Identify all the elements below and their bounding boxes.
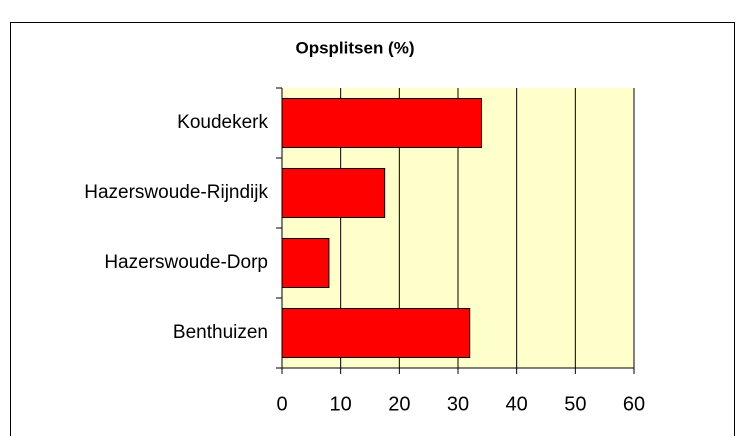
bar [281, 238, 330, 288]
x-tick-label: 0 [276, 393, 287, 415]
x-tick-label: 20 [388, 393, 410, 415]
bar [281, 168, 386, 218]
y-tick-label: Hazerswoude-Rijndijk [84, 182, 268, 203]
y-tick-label: Hazerswoude-Dorp [104, 252, 268, 273]
bar [281, 98, 482, 148]
x-tick-label: 50 [564, 393, 586, 415]
y-tick-label: Koudekerk [177, 112, 268, 133]
y-tick-label: Benthuizen [173, 322, 268, 343]
bar [281, 308, 471, 358]
x-tick-label: 30 [447, 393, 469, 415]
x-tick-label: 40 [506, 393, 528, 415]
x-tick-label: 10 [330, 393, 352, 415]
chart-title: Opsplitsen (%) [295, 38, 414, 57]
x-tick-label: 60 [623, 393, 645, 415]
